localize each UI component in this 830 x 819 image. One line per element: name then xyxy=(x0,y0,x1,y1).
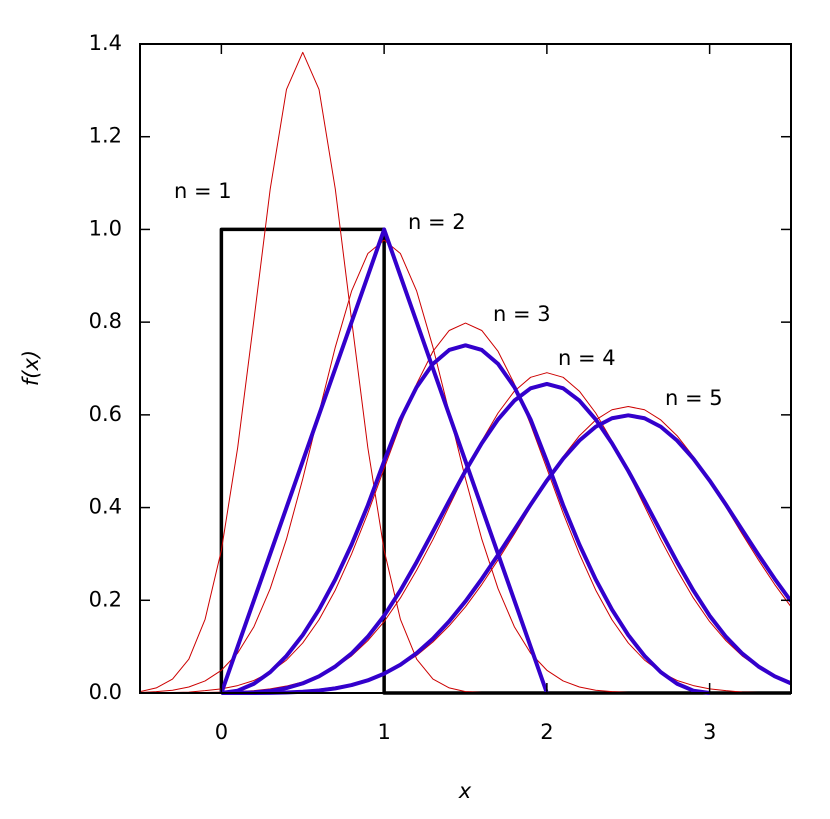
x-tick-label: 0 xyxy=(215,720,228,744)
x-axis-label: x xyxy=(458,779,472,803)
curve xyxy=(140,51,791,694)
y-tick-label: 1.4 xyxy=(89,31,122,55)
annotation: n = 4 xyxy=(558,346,616,370)
plot-frame xyxy=(139,43,792,694)
annotation: n = 3 xyxy=(493,302,551,326)
annotation: n = 5 xyxy=(665,386,723,410)
x-tick-label: 2 xyxy=(540,720,553,744)
curve xyxy=(221,343,710,695)
curve xyxy=(221,381,791,695)
annotation: n = 1 xyxy=(174,179,232,203)
curve xyxy=(140,322,791,694)
y-tick-label: 0.2 xyxy=(89,587,122,611)
annotation: n = 2 xyxy=(408,210,466,234)
curve xyxy=(221,413,791,695)
y-tick-label: 1.0 xyxy=(89,216,122,240)
y-tick-label: 1.2 xyxy=(89,124,122,148)
y-tick-label: 0.8 xyxy=(89,309,122,333)
y-tick-label: 0.6 xyxy=(89,402,122,426)
x-tick-label: 3 xyxy=(703,720,716,744)
curve xyxy=(219,227,549,694)
y-tick-label: 0.4 xyxy=(89,495,122,519)
y-tick-label: 0.0 xyxy=(89,680,122,704)
y-axis-label: f(x) xyxy=(19,350,43,386)
x-tick-label: 1 xyxy=(377,720,390,744)
